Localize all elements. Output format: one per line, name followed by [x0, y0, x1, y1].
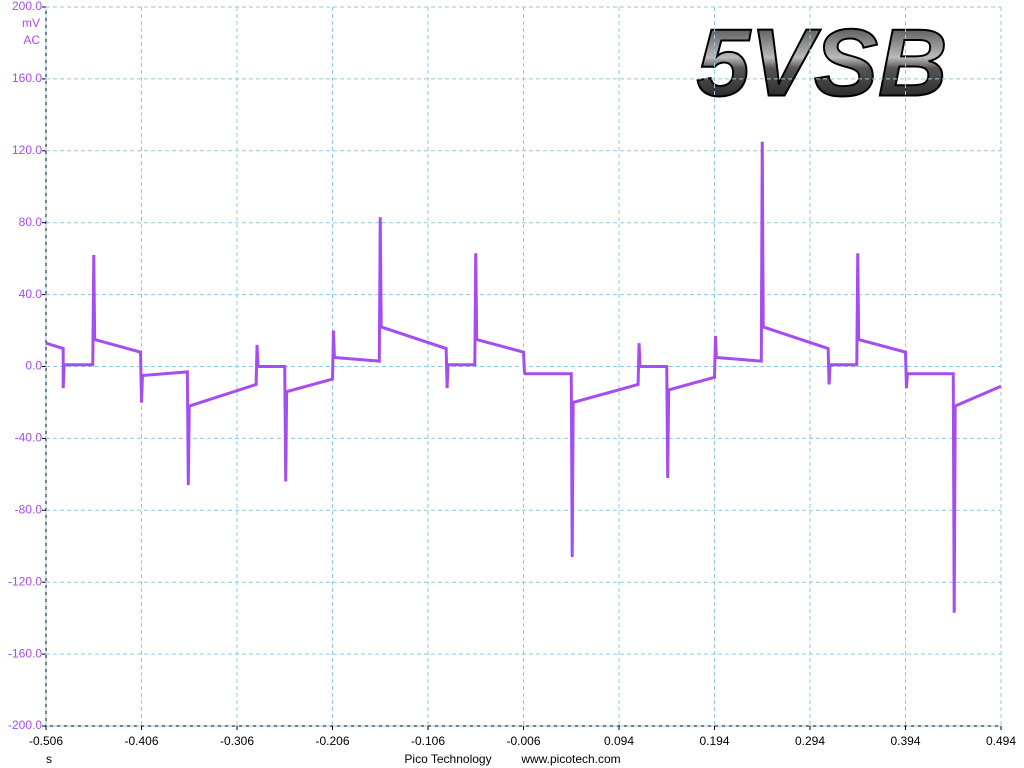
y-tick-label: 160.0 [12, 71, 42, 85]
x-tick-label: -0.006 [506, 734, 540, 748]
x-unit: s [46, 752, 52, 766]
y-tick-label: 200.0 [12, 0, 42, 13]
y-tick-label: 120.0 [12, 143, 42, 157]
y-tick-label: 40.0 [19, 287, 43, 301]
y-tick-label: -160.0 [8, 646, 42, 660]
footer-url: www.picotech.com [520, 752, 620, 766]
chart-title: 5VSB [697, 9, 948, 116]
y-tick-label: 80.0 [19, 215, 43, 229]
x-tick-label: -0.406 [124, 734, 158, 748]
x-tick-label: -0.306 [220, 734, 254, 748]
y-unit: mV [22, 16, 40, 30]
x-tick-label: 0.194 [699, 734, 729, 748]
y-coupling: AC [23, 33, 40, 47]
x-tick-label: 0.294 [795, 734, 825, 748]
y-tick-label: 0.0 [25, 359, 42, 373]
series-line [45, 141, 1002, 613]
y-tick-label: -40.0 [15, 431, 43, 445]
y-tick-label: -80.0 [15, 502, 43, 516]
footer-company: Pico Technology [404, 752, 491, 766]
y-tick-label: -200.0 [8, 718, 42, 732]
y-tick-label: -120.0 [8, 574, 42, 588]
x-tick-label: -0.506 [29, 734, 63, 748]
x-tick-label: 0.394 [890, 734, 920, 748]
x-tick-label: -0.206 [315, 734, 349, 748]
x-tick-label: -0.106 [411, 734, 445, 748]
x-tick-label: 0.494 [986, 734, 1016, 748]
x-tick-label: 0.094 [604, 734, 634, 748]
